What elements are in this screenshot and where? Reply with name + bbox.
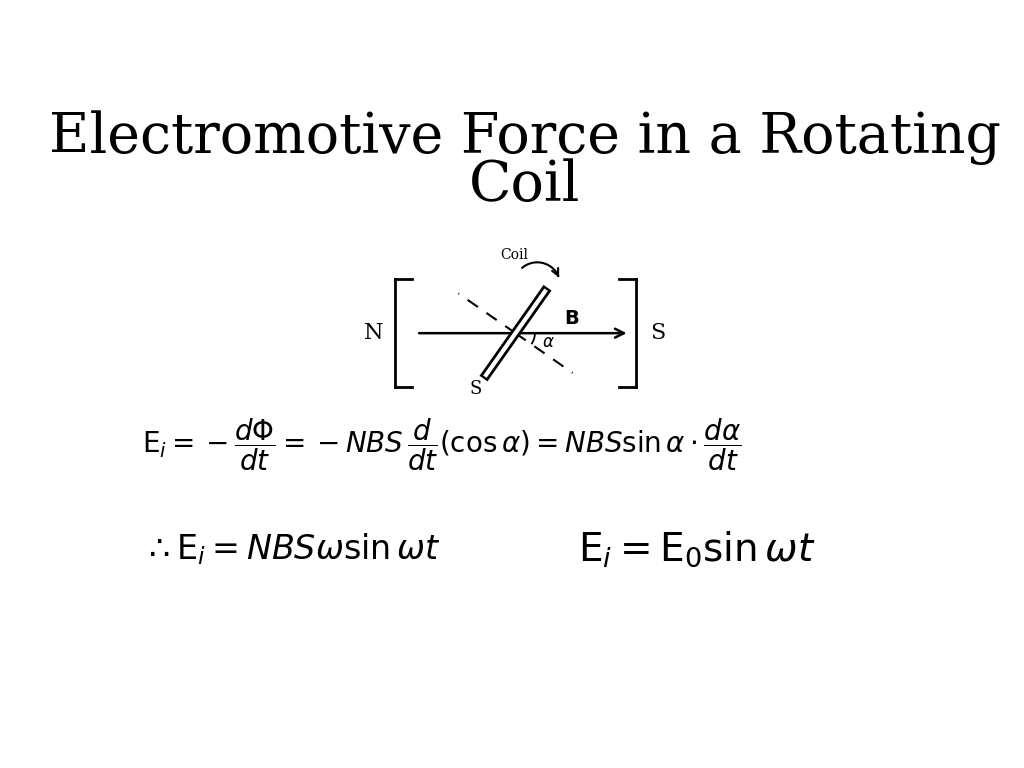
Text: $\mathrm{E}_{i} = -\dfrac{d\Phi}{dt} = -NBS\,\dfrac{d}{dt}(\cos\alpha) = NBS\sin: $\mathrm{E}_{i} = -\dfrac{d\Phi}{dt} = -… (142, 416, 741, 473)
Text: Coil: Coil (500, 248, 528, 263)
Text: Coil: Coil (469, 158, 581, 213)
Text: S: S (470, 380, 482, 399)
Text: $\therefore\mathrm{E}_{i} = NBS\omega\sin\omega t$: $\therefore\mathrm{E}_{i} = NBS\omega\si… (142, 531, 440, 567)
Text: $\mathrm{E}_{i} = \mathrm{E}_{0}\sin\omega t$: $\mathrm{E}_{i} = \mathrm{E}_{0}\sin\ome… (578, 529, 815, 568)
Text: Electromotive Force in a Rotating: Electromotive Force in a Rotating (49, 110, 1000, 164)
Text: S: S (649, 322, 665, 344)
Text: $\mathbf{B}$: $\mathbf{B}$ (563, 310, 579, 328)
Text: $\alpha$: $\alpha$ (543, 334, 555, 351)
Text: N: N (364, 322, 383, 344)
